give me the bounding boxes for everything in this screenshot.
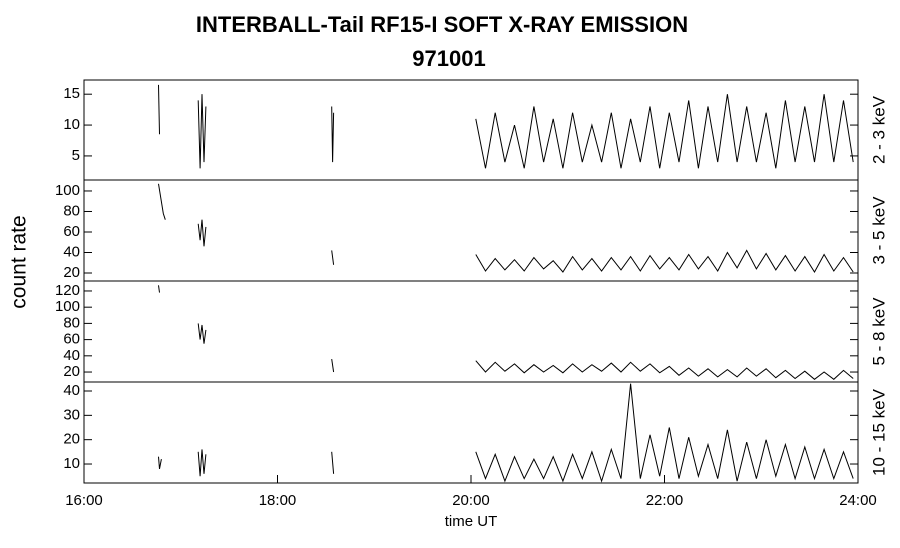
y-tick-label: 40 bbox=[63, 243, 80, 260]
y-tick-label: 80 bbox=[63, 314, 80, 331]
y-tick-label: 100 bbox=[55, 182, 80, 199]
x-tick-label: 18:00 bbox=[259, 492, 297, 509]
x-tick-label: 16:00 bbox=[65, 492, 103, 509]
series-line bbox=[158, 183, 854, 273]
series-line bbox=[158, 84, 854, 169]
y-axis-label: count rate bbox=[8, 215, 31, 308]
y-tick-label: 20 bbox=[63, 264, 80, 281]
y-tick-label: 80 bbox=[63, 202, 80, 219]
y-tick-label: 120 bbox=[55, 282, 80, 299]
series-line bbox=[158, 383, 854, 483]
y-tick-label: 100 bbox=[55, 298, 80, 315]
x-tick-label: 24:00 bbox=[839, 492, 877, 509]
x-axis-label: time UT bbox=[445, 513, 498, 530]
y-tick-label: 20 bbox=[63, 431, 80, 448]
y-tick-label: 40 bbox=[63, 382, 80, 399]
panel-frame bbox=[83, 280, 859, 383]
y-tick-label: 60 bbox=[63, 331, 80, 348]
y-tick-label: 60 bbox=[63, 223, 80, 240]
y-tick-label: 15 bbox=[63, 85, 80, 102]
panel-frame bbox=[83, 381, 859, 484]
chart-title: INTERBALL-Tail RF15-I SOFT X-RAY EMISSIO… bbox=[196, 12, 688, 37]
panel-label: 2 - 3 keV bbox=[869, 95, 888, 164]
x-tick-label: 22:00 bbox=[646, 492, 684, 509]
y-tick-label: 20 bbox=[63, 363, 80, 380]
y-tick-label: 10 bbox=[63, 455, 80, 472]
y-tick-label: 10 bbox=[63, 116, 80, 133]
y-tick-label: 40 bbox=[63, 347, 80, 364]
panel-label: 3 - 5 keV bbox=[869, 196, 888, 265]
panel-frame bbox=[83, 179, 859, 282]
panel-label: 10 - 15 keV bbox=[869, 388, 888, 476]
y-tick-label: 30 bbox=[63, 406, 80, 423]
x-tick-label: 20:00 bbox=[452, 492, 490, 509]
series-line bbox=[158, 285, 854, 380]
y-tick-label: 5 bbox=[72, 147, 80, 164]
chart-subtitle: 971001 bbox=[412, 46, 485, 71]
panel-label: 5 - 8 keV bbox=[869, 297, 888, 366]
